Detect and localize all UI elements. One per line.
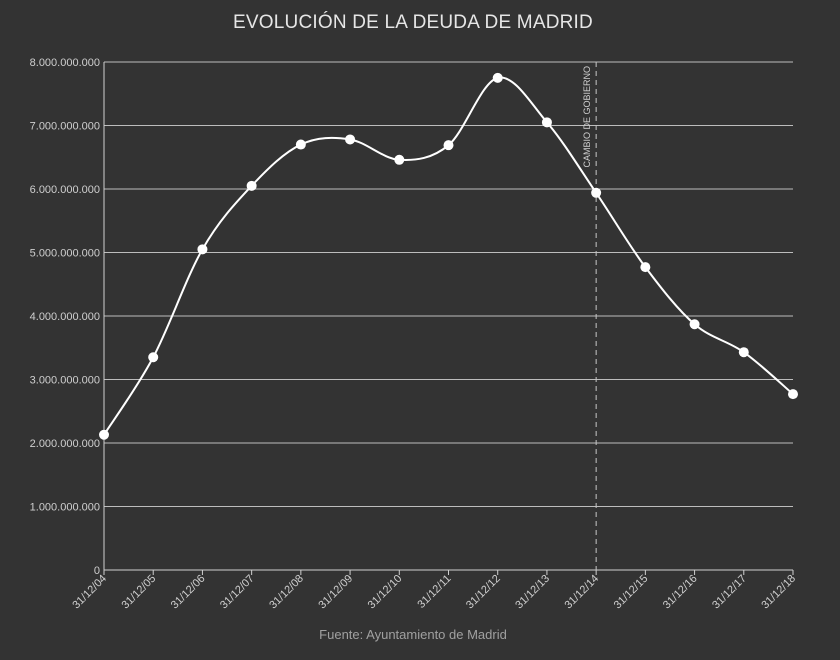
- data-point-31-12-18[interactable]: [788, 389, 798, 400]
- y-tick-label: 7.000.000.000: [30, 121, 100, 133]
- data-point-31-12-05[interactable]: [148, 352, 159, 363]
- annotation-label: CAMBIO DE GOBIERNO: [582, 66, 592, 168]
- data-point-31-12-15[interactable]: [640, 262, 651, 273]
- axes: 0 1.000.000.000 2.000.000.000 3.000.000.000…: [30, 57, 798, 611]
- x-tick-label: 31/12/16: [661, 573, 700, 612]
- y-tick-label: 0: [94, 565, 100, 577]
- x-tick-label: 31/12/17: [710, 573, 749, 612]
- x-tick-label: 31/12/05: [120, 573, 159, 612]
- annotation-layer: CAMBIO DE GOBIERNO: [582, 62, 597, 570]
- data-point-31-12-07[interactable]: [246, 180, 257, 191]
- x-tick-label: 31/12/06: [169, 573, 208, 612]
- series-line: [103, 76, 794, 436]
- y-tick-label: 5.000.000.000: [30, 248, 100, 260]
- y-tick-label: 8.000.000.000: [30, 57, 100, 69]
- data-point-31-12-06[interactable]: [197, 244, 208, 255]
- x-tick-label: 31/12/08: [267, 573, 306, 612]
- data-point-31-12-10[interactable]: [394, 154, 405, 165]
- data-point-31-12-11[interactable]: [443, 140, 454, 151]
- y-tick-label: 4.000.000.000: [30, 311, 100, 323]
- x-tick-label: 31/12/10: [366, 573, 405, 612]
- x-tick-label: 31/12/07: [218, 573, 257, 612]
- y-tick-label: 1.000.000.000: [30, 502, 100, 514]
- x-tick-label: 31/12/04: [70, 573, 109, 612]
- x-tick-label: 31/12/09: [316, 573, 355, 612]
- x-tick-label: 31/12/11: [415, 573, 453, 611]
- y-tick-label: 6.000.000.000: [30, 184, 100, 196]
- data-point-31-12-16[interactable]: [689, 319, 700, 330]
- series-layer: [99, 72, 798, 440]
- data-point-31-12-13[interactable]: [541, 117, 552, 128]
- data-point-31-12-14[interactable]: [591, 187, 602, 198]
- y-tick-label: 3.000.000.000: [30, 375, 100, 387]
- x-tick-label: 31/12/18: [759, 573, 798, 612]
- data-point-31-12-17[interactable]: [738, 347, 749, 358]
- gridlines: [104, 61, 793, 507]
- x-tick-label: 31/12/14: [562, 573, 601, 612]
- x-tick-label: 31/12/15: [612, 573, 651, 612]
- data-point-31-12-04[interactable]: [99, 429, 109, 440]
- data-point-31-12-08[interactable]: [295, 139, 306, 150]
- y-tick-label: 2.000.000.000: [30, 438, 100, 450]
- data-point-31-12-12[interactable]: [492, 72, 503, 83]
- chart-title: EVOLUCIÓN DE LA DEUDA DE MADRID: [233, 12, 593, 33]
- x-tick-label: 31/12/13: [513, 573, 552, 612]
- chart-source: Fuente: Ayuntamiento de Madrid: [319, 627, 507, 642]
- data-point-31-12-09[interactable]: [345, 134, 356, 145]
- x-tick-label: 31/12/12: [464, 573, 503, 612]
